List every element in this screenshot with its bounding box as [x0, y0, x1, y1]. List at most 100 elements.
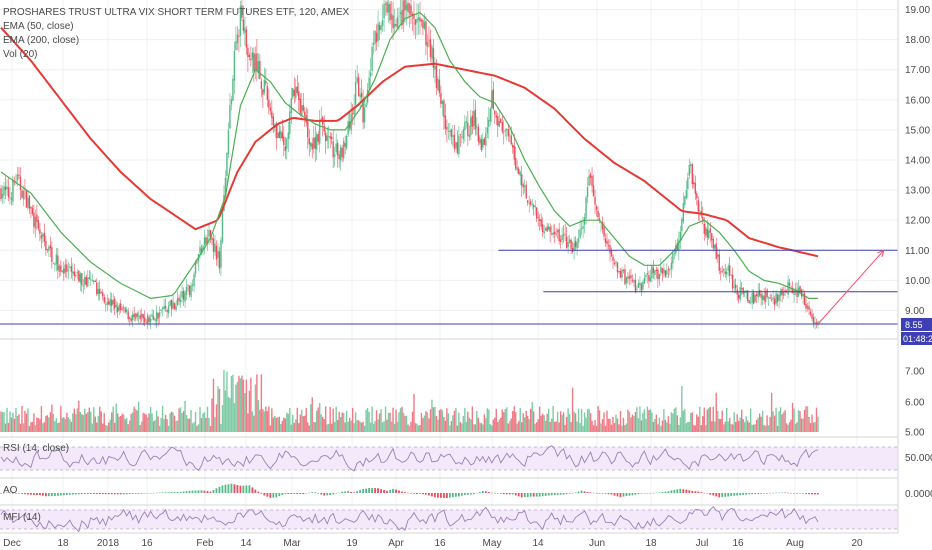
volume-bar	[411, 411, 414, 432]
volume-bar	[583, 412, 586, 432]
candle-body	[232, 78, 234, 101]
ao-bar	[694, 491, 697, 493]
ao-bar	[434, 493, 436, 498]
volume-bar	[573, 411, 575, 432]
volume-bar	[458, 412, 460, 432]
candle-body	[588, 175, 590, 186]
horizontal-levels[interactable]	[0, 249, 898, 325]
candle-body	[456, 141, 459, 153]
rsi-label[interactable]: RSI (14, close)	[3, 443, 69, 454]
candle-body	[72, 271, 74, 274]
ao-bar	[646, 493, 649, 494]
volume-bar	[310, 404, 312, 432]
candle-body	[630, 275, 632, 279]
volume-bar	[527, 415, 529, 432]
mfi-line	[0, 506, 819, 533]
candle-body	[73, 271, 76, 276]
time-tick-label: 16	[141, 538, 153, 549]
volume-bar	[465, 421, 468, 432]
ema200-label[interactable]: EMA (200, close)	[3, 35, 79, 46]
volume-bar	[702, 416, 704, 432]
volume-bar	[316, 410, 318, 432]
ao-bar	[353, 492, 356, 493]
candle-body	[215, 245, 218, 260]
volume-bar	[495, 408, 497, 432]
candle-body	[0, 188, 2, 200]
volume-bar	[772, 411, 774, 432]
ao-bar	[113, 493, 116, 495]
volume-bar	[624, 425, 626, 432]
ao-bar	[86, 493, 89, 495]
ao-bar	[176, 491, 179, 493]
ao-label[interactable]: AO	[3, 485, 18, 496]
volume-bar	[622, 417, 625, 432]
volume-bar	[160, 417, 162, 432]
candle-body	[426, 41, 429, 47]
candle-body	[550, 233, 553, 235]
volume-bar	[769, 416, 771, 432]
candle-body	[390, 14, 393, 20]
ema50-label[interactable]: EMA (50, close)	[3, 21, 74, 32]
candle-body	[338, 154, 340, 160]
volume-bar	[305, 407, 307, 432]
time-axis[interactable]: Dec 18 2018 16 Feb 14 Mar 19 Apr 16 May 14 Jun 18 Jul 1…	[3, 538, 863, 549]
volume-bar	[73, 408, 76, 432]
candle-body	[770, 299, 773, 301]
ao-bar	[104, 493, 107, 495]
candle-body	[799, 285, 801, 292]
candle-body	[559, 239, 562, 242]
candle-body	[649, 277, 652, 282]
volume-bar	[30, 422, 32, 432]
ao-bar	[709, 493, 712, 495]
volume-bar	[530, 408, 532, 432]
mfi-label[interactable]: MFI (14)	[3, 512, 41, 523]
ao-bar	[736, 493, 739, 496]
volume-bar	[169, 413, 171, 432]
volume-label[interactable]: Vol (20)	[3, 49, 37, 60]
candle-body	[9, 197, 11, 199]
volume-bar	[99, 406, 101, 432]
candle-body	[778, 294, 780, 301]
volume-bar	[137, 401, 140, 432]
candle-body	[612, 256, 614, 261]
ao-bar	[36, 493, 38, 496]
volume-bar	[108, 422, 110, 432]
price-axis[interactable]: 19.00 18.00 17.00 16.00 15.00 14.00 13.00 12.00…	[905, 5, 930, 317]
ao-bar	[700, 492, 703, 493]
price-pane[interactable]	[0, 0, 898, 330]
ao-bar	[359, 490, 362, 493]
candle-body	[705, 227, 707, 236]
candle-body	[494, 110, 496, 115]
volume-bar	[46, 415, 49, 432]
candle-body	[359, 94, 361, 98]
symbol-title[interactable]: PROSHARES TRUST ULTRA VIX SHORT TERM FUT…	[3, 7, 350, 18]
candle-body	[772, 297, 774, 300]
volume-bar	[717, 411, 719, 432]
candle-body	[63, 268, 65, 274]
volume-bar	[330, 423, 333, 432]
volume-bar	[33, 413, 35, 432]
candle-body	[516, 167, 518, 171]
volume-bar	[732, 424, 734, 432]
candle-body	[787, 281, 789, 295]
candle-body	[48, 246, 50, 251]
ao-bar	[478, 491, 481, 493]
volume-bar	[494, 417, 496, 432]
candle-body	[740, 288, 743, 289]
candle-body	[423, 22, 426, 29]
candle-body	[752, 292, 755, 304]
volume-bar	[166, 419, 168, 432]
volume-bar	[233, 403, 236, 432]
candle-body	[515, 158, 517, 169]
ao-bar	[598, 493, 601, 494]
volume-bar	[69, 419, 71, 432]
candle-body	[464, 122, 466, 130]
candle-body	[802, 295, 804, 297]
ao-bar	[613, 493, 616, 496]
candle-body	[164, 306, 167, 309]
projection-arrow[interactable]	[817, 249, 885, 325]
candle-body	[513, 145, 515, 160]
candle-body	[127, 311, 129, 320]
candle-body	[67, 269, 70, 271]
